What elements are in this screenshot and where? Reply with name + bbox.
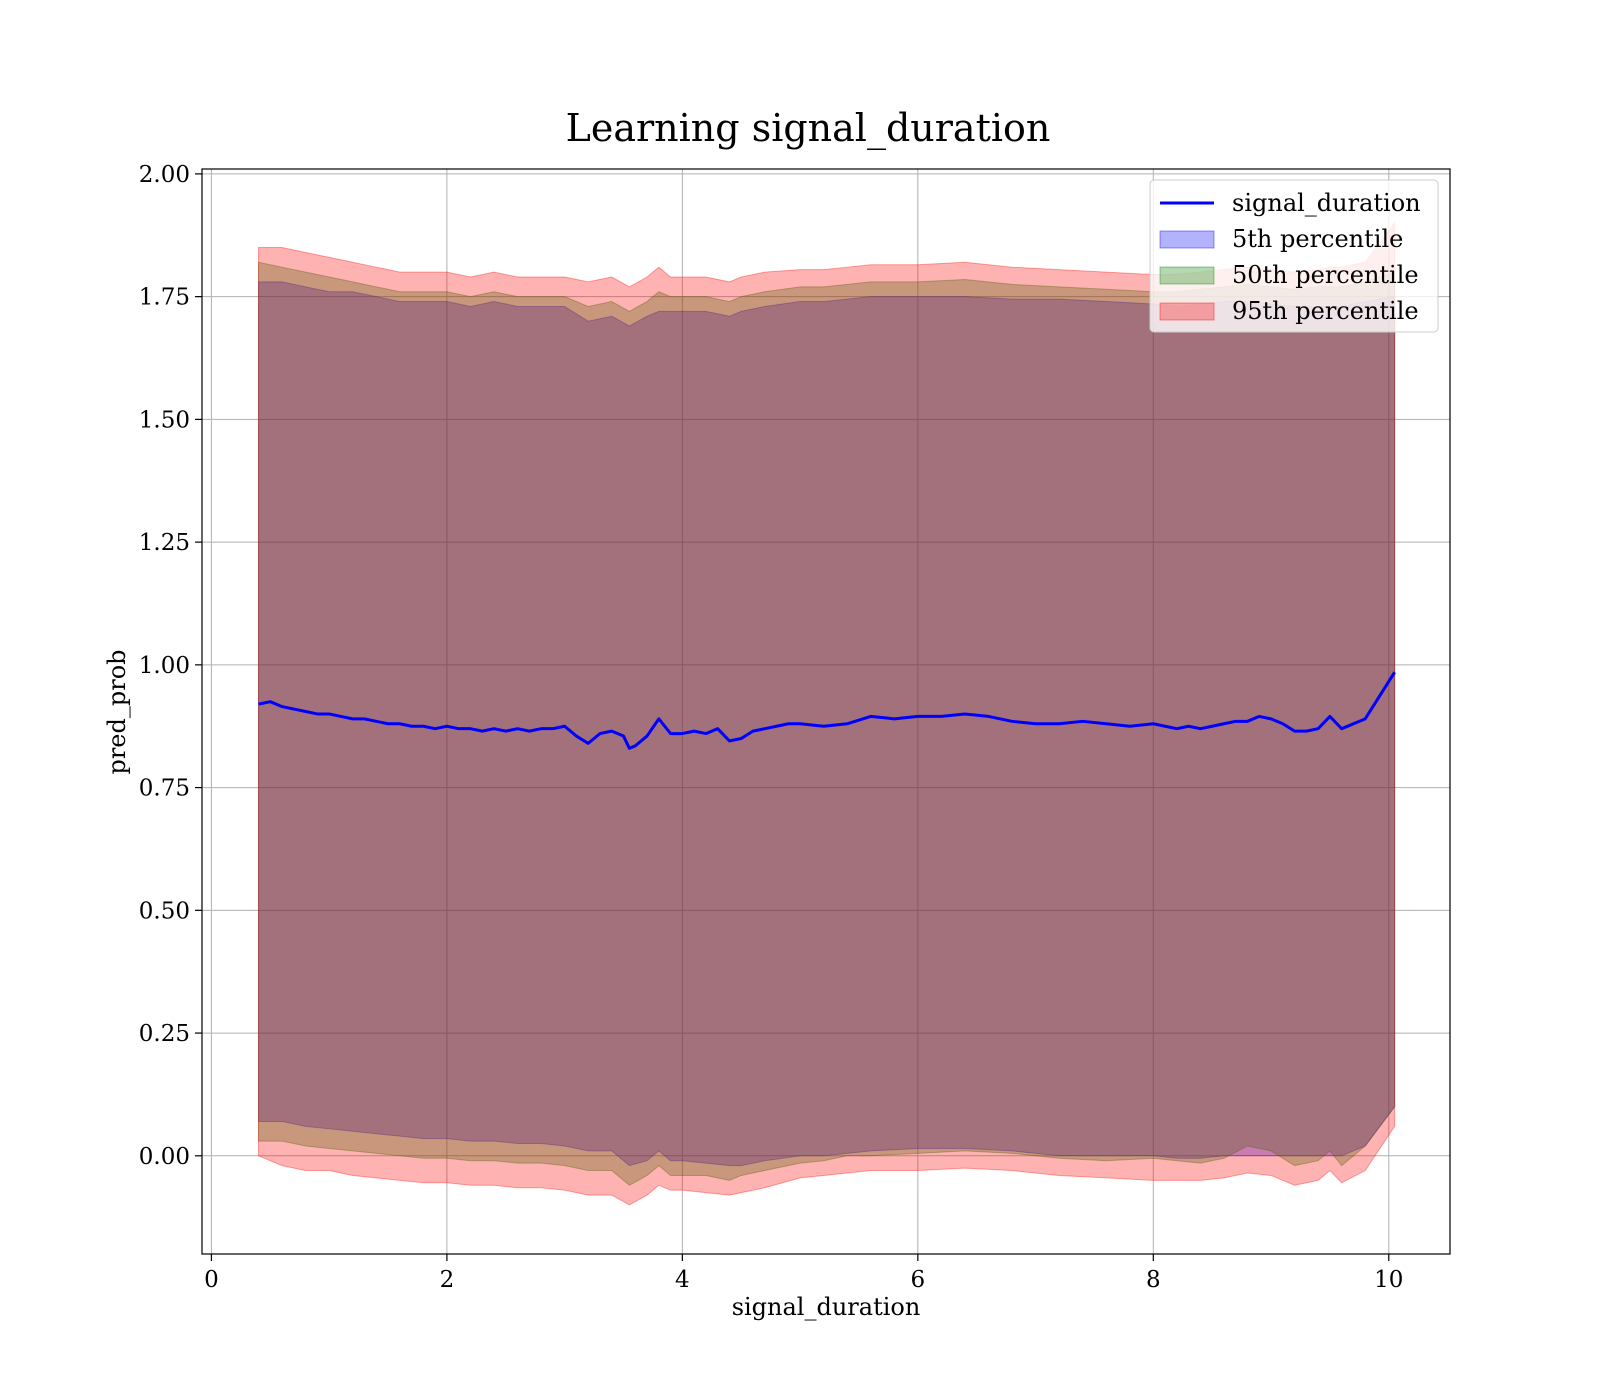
x-tick-label: 2: [440, 1267, 455, 1293]
x-axis-ticks: 0 2 4 6 8 10: [204, 1254, 1403, 1293]
legend: signal_duration 5th percentile 50th percen…: [1149, 179, 1439, 333]
95th-percentile-band: [258, 221, 1396, 1206]
legend-patch-swatch: [1159, 302, 1215, 321]
legend-box: [1149, 179, 1439, 333]
y-tick-label: 2.00: [139, 162, 190, 188]
y-tick-label: 0.25: [139, 1021, 190, 1047]
chart-title: Learning signal_duration: [566, 106, 1051, 151]
axes-frame: [201, 168, 1451, 1255]
signal-duration-line: [258, 671, 1396, 750]
y-tick-label: 0.50: [139, 898, 190, 924]
legend-label: 95th percentile: [1232, 297, 1419, 325]
grid: [202, 169, 1450, 1254]
y-tick-label: 0.00: [139, 1144, 190, 1170]
plot-area: [201, 168, 1451, 1255]
x-tick-label: 6: [911, 1267, 926, 1293]
y-axis-label: pred_prob: [103, 649, 131, 774]
y-axis-ticks: 0.00 0.25 0.50 0.75 1.00 1.25 1.50 1.75 2.00: [139, 162, 202, 1170]
y-tick-label: 1.00: [139, 653, 190, 679]
x-tick-label: 0: [204, 1267, 219, 1293]
y-tick-label: 1.25: [139, 530, 190, 556]
y-tick-label: 1.75: [139, 285, 190, 311]
percentile-bands: [258, 221, 1396, 1206]
50th-percentile-band: [258, 261, 1396, 1186]
legend-patch-swatch: [1159, 230, 1215, 249]
legend-label: signal_duration: [1232, 189, 1421, 217]
x-tick-label: 8: [1146, 1267, 1161, 1293]
legend-patch-swatch: [1159, 266, 1215, 285]
x-axis-label: signal_duration: [732, 1293, 921, 1321]
x-tick-label: 4: [675, 1267, 690, 1293]
legend-label: 50th percentile: [1232, 261, 1419, 289]
y-tick-label: 1.50: [139, 407, 190, 433]
legend-label: 5th percentile: [1232, 225, 1403, 253]
series-lines: [258, 671, 1396, 750]
y-tick-label: 0.75: [139, 776, 190, 802]
x-tick-label: 10: [1374, 1267, 1403, 1293]
5th-percentile-band: [258, 281, 1396, 1167]
